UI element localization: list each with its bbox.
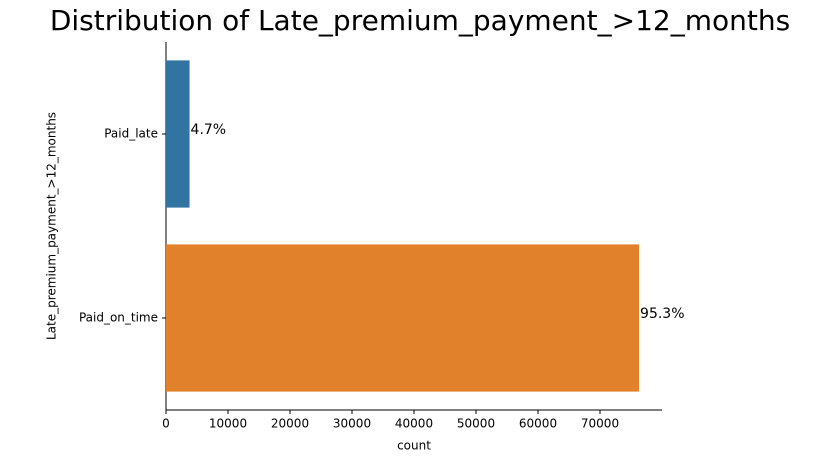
bar (166, 244, 640, 392)
x-axis-label: count (397, 439, 431, 453)
y-axis-label: Late_premium_payment_>12_months (45, 112, 59, 340)
chart-title: Distribution of Late_premium_payment_>12… (50, 4, 790, 37)
x-tick-label: 60000 (519, 417, 557, 431)
value-label: 95.3% (640, 306, 684, 322)
bar (166, 60, 190, 208)
value-label: 4.7% (191, 122, 227, 138)
x-tick-label: 70000 (581, 417, 619, 431)
y-tick-label: Paid_late (104, 127, 158, 141)
x-tick-label: 20000 (271, 417, 309, 431)
x-tick-label: 30000 (333, 417, 371, 431)
x-tick-label: 50000 (457, 417, 495, 431)
x-tick-label: 40000 (395, 417, 433, 431)
y-tick-label: Paid_on_time (79, 311, 158, 325)
x-tick-label: 0 (162, 417, 170, 431)
x-tick-label: 10000 (209, 417, 247, 431)
